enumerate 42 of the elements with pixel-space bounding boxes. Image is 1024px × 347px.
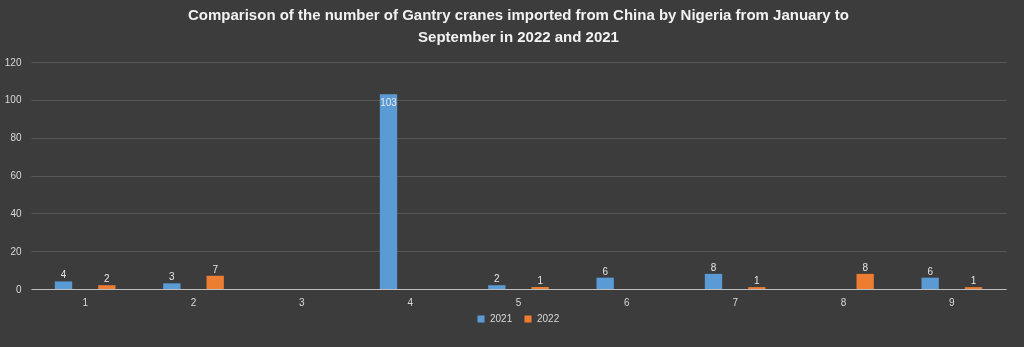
- y-tick-label: 120: [4, 56, 22, 68]
- bar: [856, 273, 874, 289]
- bar: [206, 275, 224, 289]
- legend-label: 2022: [537, 313, 560, 324]
- x-tick-label: 7: [732, 296, 739, 308]
- data-label: 103: [380, 97, 398, 109]
- y-tick-label: 100: [4, 94, 22, 106]
- x-tick-label: 5: [515, 296, 522, 308]
- chart-title: Comparison of the number of Gantry cranes imported from China by Nigeria from January to September in 2022 and 2021: [188, 6, 849, 45]
- data-label: 8: [710, 261, 717, 273]
- x-tick-label: 2: [190, 296, 197, 308]
- bar: [704, 273, 723, 289]
- y-tick-label: 80: [10, 132, 22, 144]
- data-label: 1: [754, 275, 761, 287]
- data-label: 6: [927, 265, 934, 277]
- bar: [98, 285, 116, 289]
- bar: [379, 94, 398, 289]
- data-label: 3: [169, 271, 176, 283]
- x-tick-label: 9: [949, 296, 956, 308]
- data-label: 1: [970, 275, 977, 287]
- x-tick-label: 3: [299, 296, 306, 308]
- data-label: 2: [494, 273, 501, 285]
- bar: [163, 283, 181, 289]
- data-label: 6: [602, 265, 609, 277]
- x-tick-label: 8: [840, 296, 847, 308]
- y-tick-label: 20: [10, 245, 22, 257]
- x-tick-label: 6: [624, 296, 631, 308]
- bar: [921, 277, 939, 289]
- bar: [54, 281, 73, 289]
- data-label: 7: [212, 263, 219, 275]
- data-label: 8: [862, 261, 869, 273]
- bar: [596, 277, 614, 289]
- data-label: 1: [537, 275, 544, 287]
- y-tick-label: 40: [10, 207, 22, 219]
- x-tick-label: 1: [82, 296, 89, 308]
- bar: [488, 285, 506, 289]
- y-tick-label: 60: [10, 170, 22, 181]
- legend-label: 2021: [490, 313, 513, 324]
- data-label: 4: [60, 269, 67, 281]
- data-label: 2: [104, 273, 111, 285]
- x-tick-label: 4: [407, 296, 414, 308]
- y-tick-label: 0: [15, 283, 22, 295]
